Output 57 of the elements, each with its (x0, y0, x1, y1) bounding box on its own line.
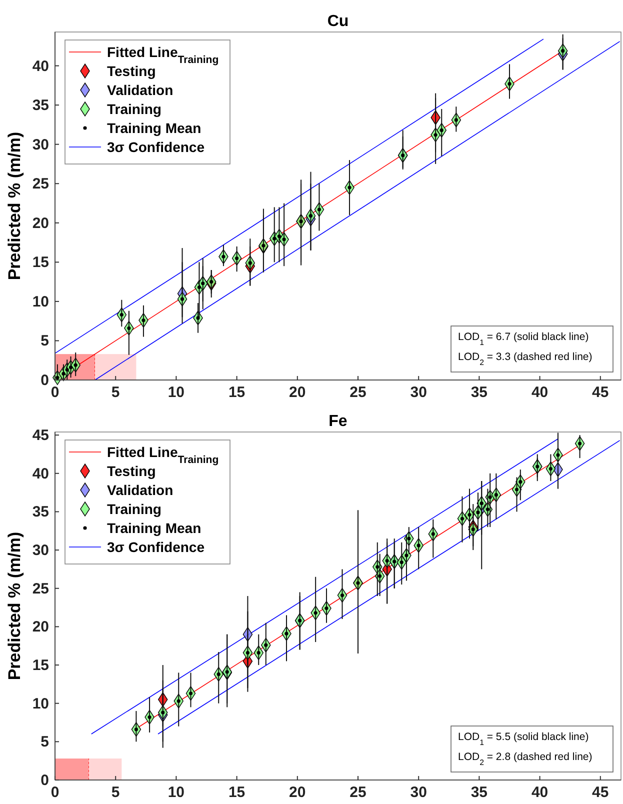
y-tick-label: 15 (32, 254, 49, 272)
annotation: LOD$_{1}$ = 5.5 (solid black line) (458, 731, 589, 746)
x-tick-label: 40 (531, 384, 548, 401)
y-tick-label: 10 (32, 293, 49, 310)
x-tick-label: 25 (350, 384, 366, 401)
legend-label: Testing (107, 463, 156, 479)
y-tick-label: 25 (32, 580, 49, 598)
x-tick-label: 35 (470, 384, 488, 401)
x-tick-label: 5 (111, 384, 120, 401)
y-tick-label: 45 (32, 427, 49, 444)
y-tick-label: 15 (32, 657, 49, 674)
legend-label: Training Mean (107, 520, 202, 536)
y-tick-label: 20 (32, 618, 49, 636)
legend-label: Fitted Line$_{Training}$ (107, 444, 219, 466)
legend-label: 3σ Confidence (107, 539, 205, 555)
x-tick-label: 25 (350, 784, 366, 801)
y-tick-label: 40 (32, 465, 49, 482)
legend-label: Validation (107, 482, 174, 498)
legend-label: Fitted Line$_{Training}$ (107, 44, 219, 66)
x-tick-label: 40 (531, 784, 548, 801)
annotation: LOD$_{2}$ = 3.3 (dashed red line) (458, 351, 592, 366)
y-axis-title: Predicted % (m/m) (5, 132, 24, 280)
y-tick-label: 25 (32, 176, 49, 193)
y-tick-label: 0 (40, 772, 49, 789)
y-tick-label: 35 (32, 504, 49, 521)
legend-label: 3σ Confidence (107, 139, 205, 155)
x-tick-label: 30 (410, 384, 427, 401)
y-tick-label: 40 (32, 58, 49, 75)
chart-title: Fe (328, 413, 348, 430)
y-tick-label: 5 (40, 332, 49, 350)
legend-label: Training Mean (107, 120, 202, 136)
y-tick-label: 0 (40, 372, 49, 389)
y-tick-label: 30 (32, 136, 49, 154)
legend-label: Training (107, 501, 162, 517)
y-axis-title: Predicted % (m/m) (5, 532, 24, 680)
x-tick-label: 30 (410, 784, 427, 801)
x-tick-label: 15 (228, 384, 246, 401)
x-tick-label: 15 (228, 784, 246, 801)
legend-label: Testing (107, 63, 156, 79)
x-tick-label: 20 (289, 784, 306, 801)
y-tick-label: 10 (32, 695, 49, 712)
x-tick-label: 35 (470, 784, 488, 801)
x-tick-label: 20 (289, 384, 306, 401)
x-tick-label: 45 (592, 784, 609, 801)
legend-label: Validation (107, 82, 174, 98)
x-tick-label: 5 (111, 784, 120, 801)
x-tick-label: 10 (168, 784, 185, 801)
y-tick-label: 30 (32, 542, 49, 560)
y-tick-label: 20 (32, 214, 49, 232)
annotation: LOD$_{2}$ = 2.8 (dashed red line) (458, 751, 592, 766)
y-tick-label: 5 (40, 734, 49, 751)
annotation: LOD$_{1}$ = 6.7 (solid black line) (458, 331, 589, 346)
x-tick-label: 45 (592, 384, 609, 401)
x-tick-label: 10 (168, 384, 185, 401)
chart-title: Cu (327, 13, 349, 30)
y-tick-label: 35 (32, 97, 49, 114)
legend-label: Training (107, 101, 162, 117)
